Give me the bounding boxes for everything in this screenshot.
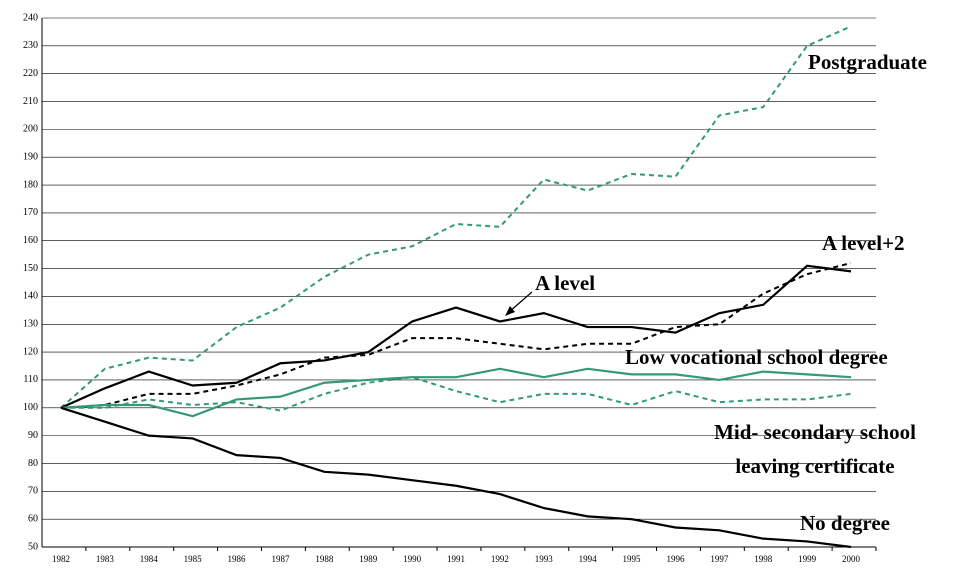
- x-tick-label: 1985: [184, 554, 203, 564]
- y-tick-label: 200: [23, 124, 38, 135]
- series-label: No degree: [800, 511, 890, 535]
- x-tick-label: 1991: [447, 554, 465, 564]
- y-tick-label: 70: [28, 486, 38, 497]
- x-tick-label: 1987: [271, 554, 290, 564]
- y-tick-label: 110: [23, 374, 38, 385]
- series-line: [60, 264, 852, 409]
- arrow-head: [505, 306, 515, 316]
- arrow: [508, 291, 533, 313]
- y-tick-label: 90: [28, 430, 38, 441]
- x-tick-label: 2000: [842, 554, 861, 564]
- y-tick-label: 80: [28, 458, 38, 469]
- x-tick-label: 1982: [52, 554, 70, 564]
- series-label: Postgraduate: [808, 50, 927, 74]
- y-tick-label: 180: [23, 179, 38, 190]
- y-tick-label: 120: [23, 346, 38, 357]
- x-tick-label: 1993: [535, 554, 554, 564]
- series-label: Mid- secondary school leaving certificat…: [714, 420, 916, 478]
- y-tick-label: 140: [23, 291, 38, 302]
- x-tick-label: 1994: [579, 554, 598, 564]
- x-tick-label: 1983: [96, 554, 115, 564]
- series-line: [60, 406, 852, 549]
- x-tick-label: 1998: [754, 554, 773, 564]
- y-tick-label: 50: [28, 541, 38, 552]
- y-tick-label: 220: [23, 68, 38, 79]
- x-tick-label: 1992: [491, 554, 509, 564]
- series-label: Low vocational school degree: [625, 345, 888, 369]
- series-label: A level: [535, 271, 596, 295]
- x-tick-label: 1986: [228, 554, 247, 564]
- y-tick-label: 170: [23, 207, 38, 218]
- x-tick-label: 1999: [798, 554, 817, 564]
- y-tick-label: 230: [23, 40, 38, 51]
- series-line: [60, 367, 852, 418]
- x-tick-label: 1996: [666, 554, 685, 564]
- x-tick-label: 1988: [315, 554, 334, 564]
- x-tick-label: 1984: [140, 554, 159, 564]
- y-tick-label: 240: [23, 12, 38, 23]
- x-tick-label: 1989: [359, 554, 378, 564]
- y-tick-label: 100: [23, 402, 38, 413]
- x-tick-label: 1997: [710, 554, 729, 564]
- series-line: [60, 25, 852, 409]
- y-tick-label: 150: [23, 263, 38, 274]
- x-tick-label: 1990: [403, 554, 422, 564]
- y-tick-label: 190: [23, 152, 38, 163]
- x-tick-label: 1995: [623, 554, 642, 564]
- y-tick-label: 60: [28, 513, 38, 524]
- series-label: A level+2: [822, 231, 905, 255]
- y-tick-label: 130: [23, 319, 38, 330]
- series-line: [60, 262, 852, 409]
- y-tick-label: 210: [23, 96, 38, 107]
- y-tick-label: 160: [23, 235, 38, 246]
